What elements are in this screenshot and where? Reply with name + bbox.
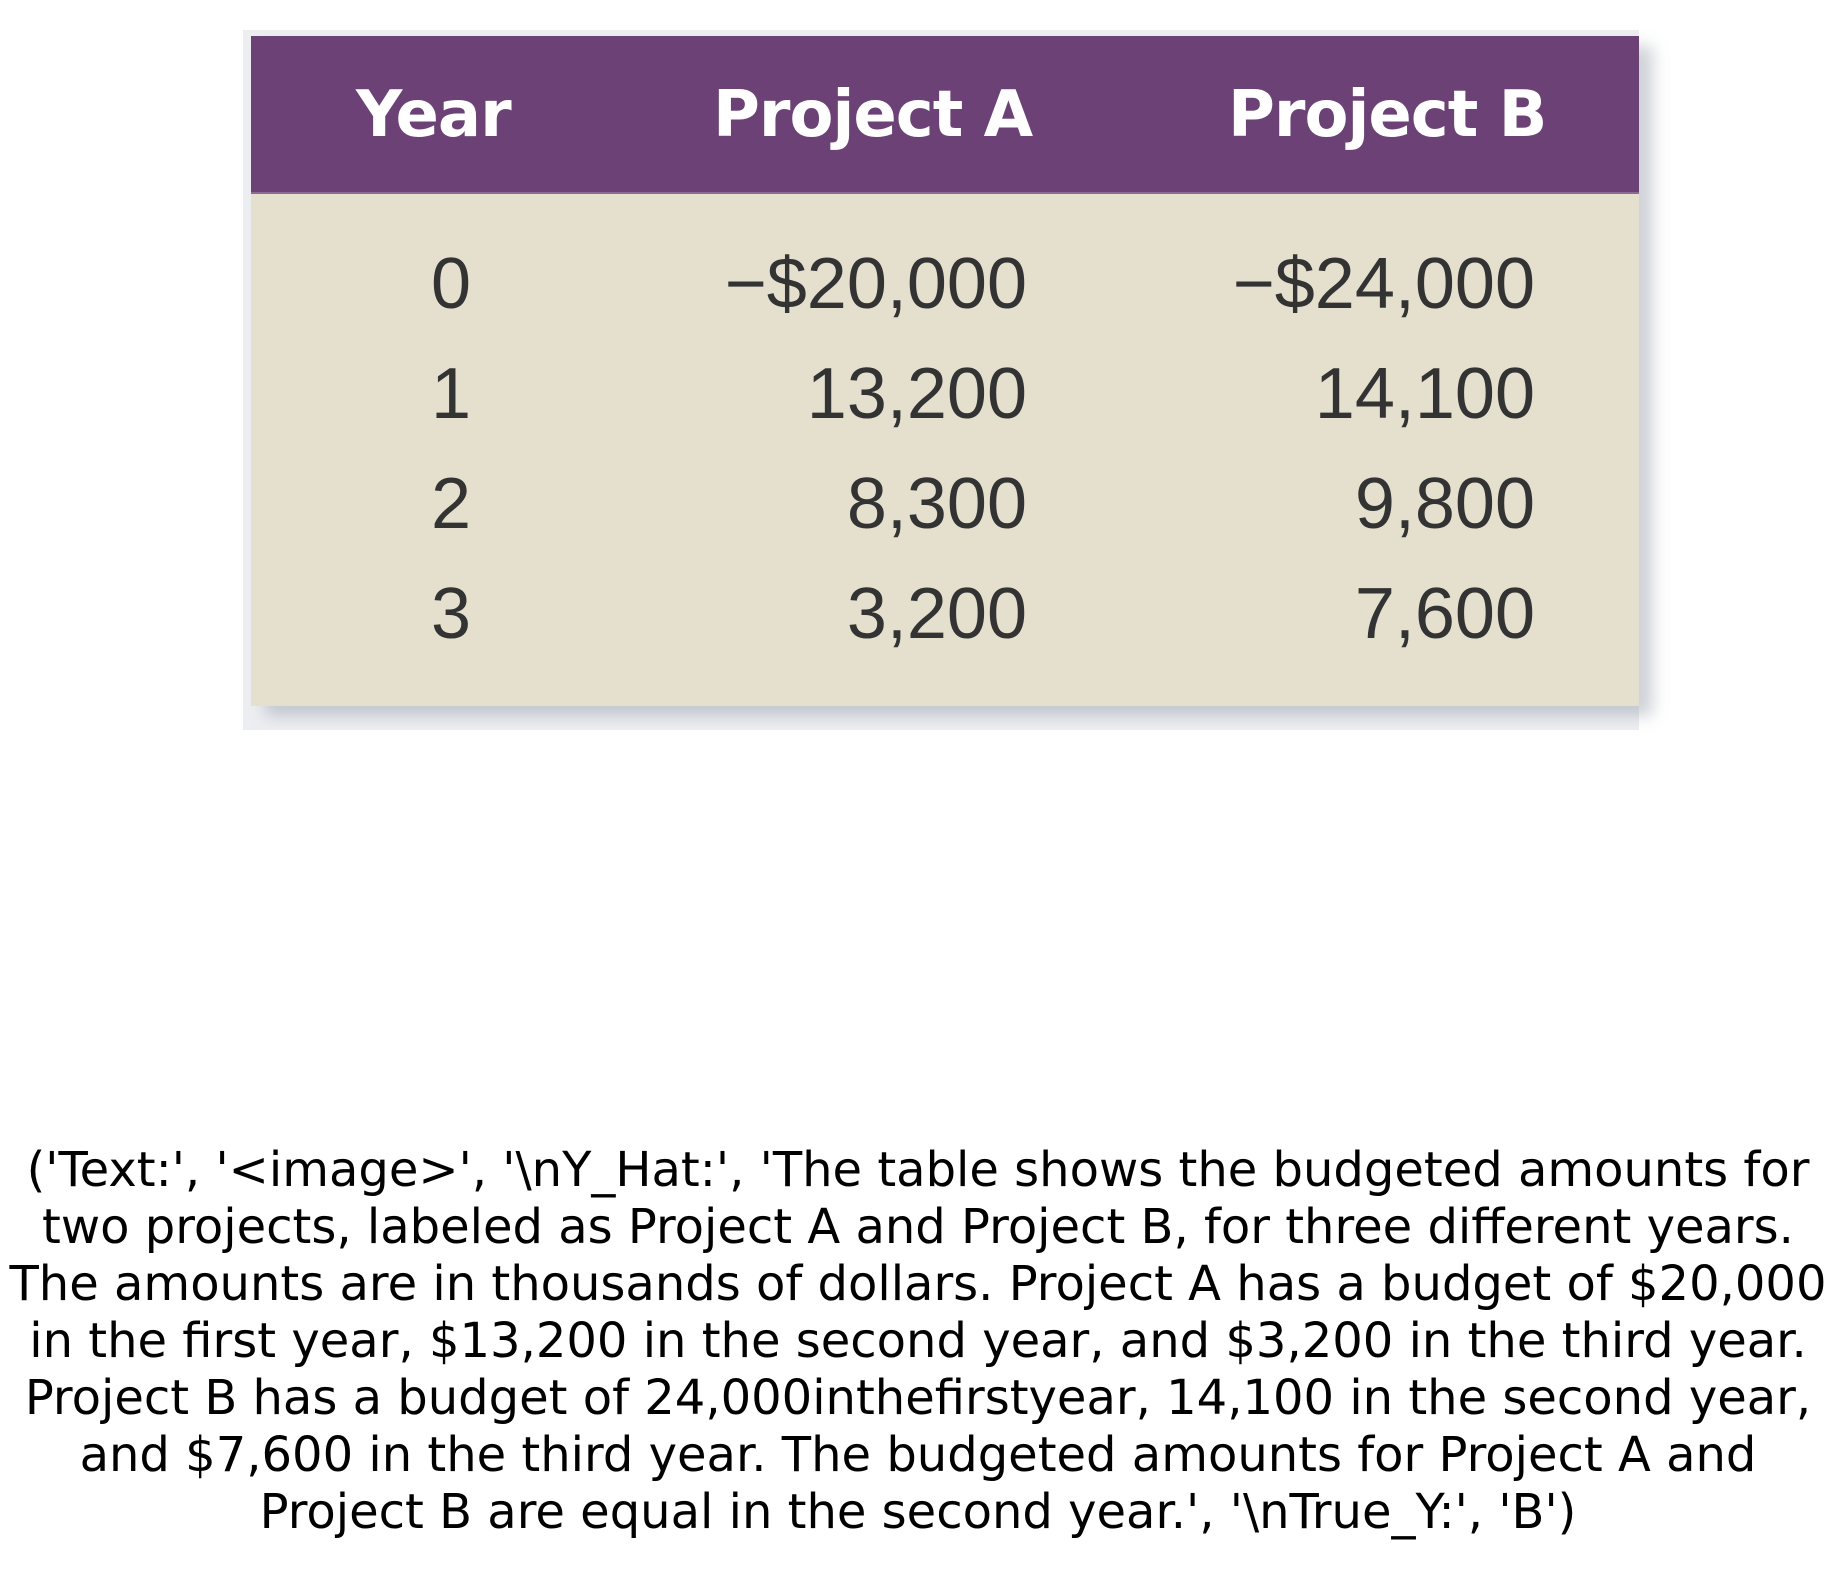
cell-project-b-0: −$24,000 [1232,244,1535,324]
cell-year-1: 1 [430,354,472,434]
cell-project-a-0: −$20,000 [724,244,1027,324]
cash-flow-table-frame: Year Project A Project B 0 −$20,000 −$24… [243,30,1639,730]
cell-year-3: 3 [430,574,472,654]
cell-project-b-1: 14,100 [1314,354,1535,434]
caption-text: ('Text:', '<image>', '\nY_Hat:', 'The ta… [9,1142,1827,1540]
header-year: Year [356,78,512,152]
cell-project-a-2: 8,300 [846,464,1027,544]
cash-flow-table: Year Project A Project B 0 −$20,000 −$24… [251,36,1639,706]
cell-project-b-3: 7,600 [1354,574,1535,654]
cell-project-b-2: 9,800 [1354,464,1535,544]
cell-project-a-1: 13,200 [806,354,1027,434]
cell-year-2: 2 [430,464,472,544]
header-project-a: Project A [713,78,1033,152]
cell-year-0: 0 [430,244,472,324]
table-body: 0 −$20,000 −$24,000 1 13,200 14,100 2 8,… [251,194,1639,706]
table-header-row: Year Project A Project B [251,36,1639,194]
cell-project-a-3: 3,200 [846,574,1027,654]
header-project-b: Project B [1228,78,1547,152]
